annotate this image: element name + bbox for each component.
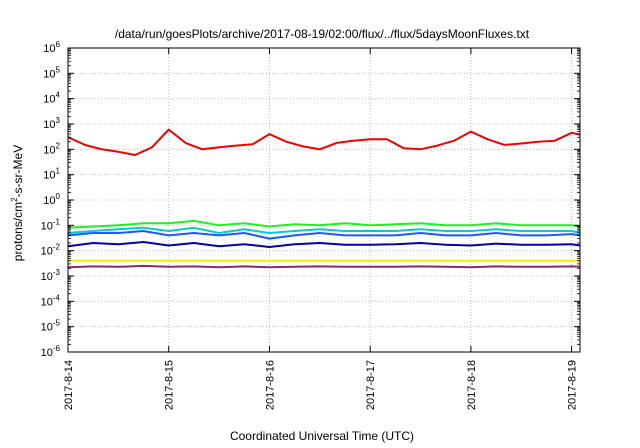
y-tick-label: 10-5 — [41, 319, 61, 334]
y-tick-label: 102 — [43, 141, 60, 156]
y-axis-label-base: protons/cm — [11, 202, 25, 261]
series-line — [67, 230, 581, 240]
y-tick-label: 101 — [43, 167, 60, 182]
series-line — [67, 226, 581, 234]
grid — [68, 48, 580, 352]
x-tick-label: 2017-8-17 — [365, 360, 377, 410]
y-tick-label: 10-3 — [41, 268, 61, 283]
series-line — [67, 219, 581, 229]
x-tick-label: 2017-8-15 — [164, 360, 176, 410]
series-line — [67, 128, 581, 156]
x-tick-label: 2017-8-14 — [63, 360, 75, 410]
y-axis-label-rest: -s-sr-MeV — [11, 145, 25, 198]
y-axis-label-sup: 2 — [10, 197, 19, 202]
y-tick-label: 10-2 — [41, 243, 61, 258]
y-tick-label: 106 — [43, 40, 60, 55]
chart-title: /data/run/goesPlots/archive/2017-08-19/0… — [115, 27, 530, 41]
x-axis-label: Coordinated Universal Time (UTC) — [230, 429, 414, 443]
x-tick-label: 2017-8-16 — [264, 360, 276, 410]
x-tick-label: 2017-8-19 — [567, 360, 579, 410]
y-tick-label: 10-1 — [41, 217, 61, 232]
y-tick-label: 103 — [43, 116, 60, 131]
series-line — [67, 241, 581, 248]
y-tick-label: 105 — [43, 65, 60, 80]
y-tick-label: 104 — [43, 91, 60, 106]
x-tick-label: 2017-8-18 — [466, 360, 478, 410]
series-line — [67, 264, 581, 269]
y-axis-label: protons/cm2-s-sr-MeV — [10, 145, 25, 261]
x-axis: 2017-8-14 2017-8-15 2017-8-16 2017-8-17 2017… — [63, 48, 579, 410]
y-tick-label: 10-4 — [41, 293, 61, 308]
series-group — [67, 128, 581, 269]
y-axis: 10-6 10-5 10-4 10-3 10-2 10-1 100 101 102 103 104 1… — [41, 40, 580, 359]
y-tick-label: 100 — [43, 192, 60, 207]
y-tick-label: 10-6 — [41, 344, 61, 359]
